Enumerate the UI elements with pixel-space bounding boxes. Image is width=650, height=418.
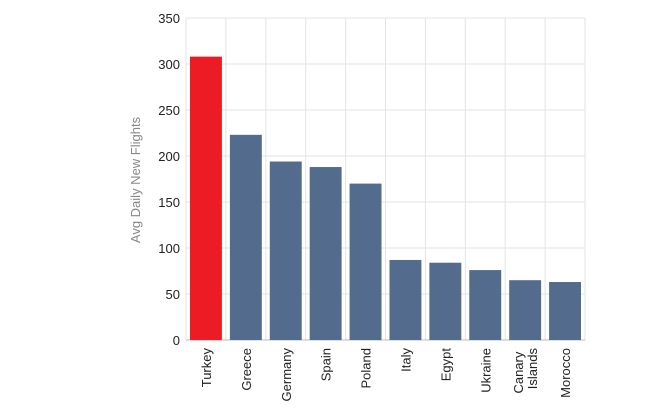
- y-axis-label: Avg Daily New Flights: [128, 116, 143, 243]
- y-tick-label: 150: [158, 195, 180, 210]
- bar: [509, 280, 542, 340]
- x-tick-label: Poland: [359, 348, 374, 388]
- y-tick-label: 100: [158, 241, 180, 256]
- x-tick-label: Morocco: [558, 348, 573, 398]
- x-tick-label: Ukraine: [478, 348, 493, 393]
- bar: [469, 270, 502, 340]
- y-tick-label: 300: [158, 57, 180, 72]
- bar: [309, 167, 342, 340]
- x-tick-label: Italy: [398, 348, 413, 372]
- x-tick-label: Germany: [279, 348, 294, 402]
- bar: [349, 183, 382, 340]
- bar: [269, 161, 302, 340]
- x-tick-label: Canary Islands: [511, 348, 540, 394]
- y-tick-label: 350: [158, 11, 180, 26]
- bar: [189, 56, 222, 340]
- x-tick-label: Greece: [239, 348, 254, 391]
- bar: [549, 282, 582, 340]
- y-tick-label: 50: [166, 287, 180, 302]
- bar: [389, 259, 422, 340]
- x-tick-label: Egypt: [438, 348, 453, 382]
- y-tick-label: 200: [158, 149, 180, 164]
- bar: [229, 134, 262, 340]
- x-tick-label: Spain: [319, 348, 334, 381]
- y-tick-label: 0: [173, 333, 180, 348]
- bar: [429, 262, 462, 340]
- y-tick-label: 250: [158, 103, 180, 118]
- x-tick-label: Turkey: [199, 348, 214, 388]
